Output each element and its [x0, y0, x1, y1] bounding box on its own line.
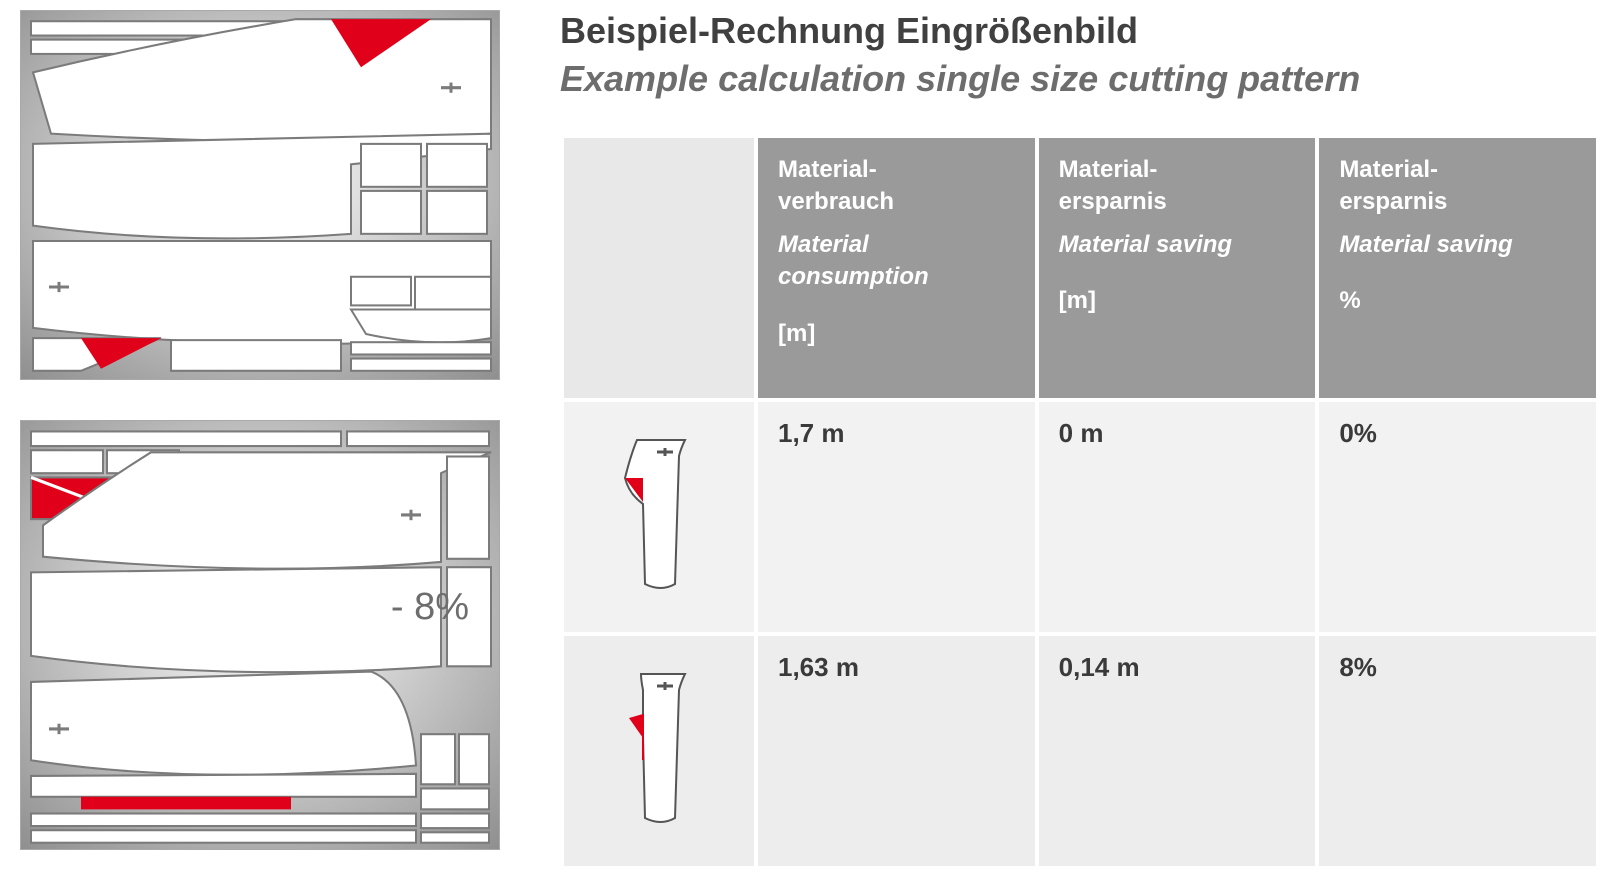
cell-saving-m: 0,14 m [1039, 636, 1316, 866]
comparison-table: Material-verbrauch Material consumption … [560, 134, 1600, 870]
pattern-previews: - 8% [0, 0, 520, 892]
pant-small-wedge-icon [619, 668, 699, 828]
table-row: 1,7 m 0 m 0% [564, 402, 1596, 632]
pattern-box-optimised: - 8% [20, 420, 500, 850]
savings-percent-label: - 8% [391, 586, 469, 629]
cutting-pattern-optimised-icon [21, 421, 499, 849]
table-header-saving-pct: Material-ersparnis Material saving % [1319, 138, 1596, 398]
cell-saving-pct: 8% [1319, 636, 1596, 866]
table-header-consumption: Material-verbrauch Material consumption … [758, 138, 1035, 398]
pant-large-wedge-icon [619, 434, 699, 594]
content-column: Beispiel-Rechnung Eingrößenbild Example … [520, 0, 1620, 892]
cell-consumption: 1,7 m [758, 402, 1035, 632]
table-header-icon [564, 138, 754, 398]
row-icon-original [564, 402, 754, 632]
heading-de: Beispiel-Rechnung Eingrößenbild [560, 10, 1600, 52]
cutting-pattern-original-icon [21, 11, 499, 379]
table-row: 1,63 m 0,14 m 8% [564, 636, 1596, 866]
cell-consumption: 1,63 m [758, 636, 1035, 866]
row-icon-optimised [564, 636, 754, 866]
pattern-box-original [20, 10, 500, 380]
table-header-saving-m: Material-ersparnis Material saving [m] [1039, 138, 1316, 398]
heading-en: Example calculation single size cutting … [560, 58, 1600, 100]
cell-saving-m: 0 m [1039, 402, 1316, 632]
cell-saving-pct: 0% [1319, 402, 1596, 632]
